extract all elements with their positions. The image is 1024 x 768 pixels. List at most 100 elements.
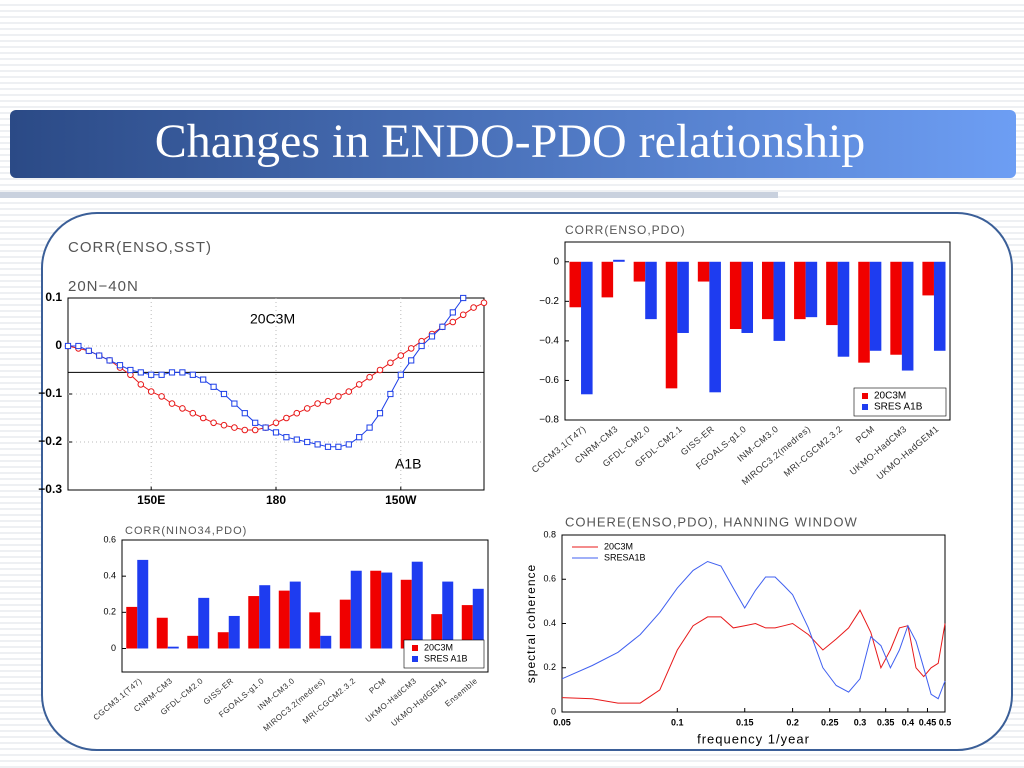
point	[148, 371, 155, 378]
x-tick-label: 150W	[385, 493, 417, 507]
bar	[400, 579, 412, 649]
y-tick-label: −0.1	[38, 386, 62, 400]
point	[366, 424, 373, 431]
point	[408, 357, 415, 364]
point	[241, 426, 249, 434]
bar	[228, 615, 240, 649]
bar	[411, 561, 423, 649]
point	[345, 388, 353, 395]
bar	[869, 261, 882, 351]
bar	[761, 261, 774, 320]
point	[272, 429, 280, 436]
title-bar	[10, 110, 1016, 178]
bar	[339, 599, 351, 649]
chart-title: CORR(ENSO,PDO)	[565, 223, 686, 237]
chart-title: CORR(NINO34,PDO)	[125, 525, 247, 537]
point	[158, 371, 165, 378]
bar	[933, 261, 946, 351]
point	[397, 352, 405, 359]
y-tick-label: −0.2	[38, 434, 62, 448]
legend-label: 20C3M	[874, 391, 906, 402]
slide-title: Changes in ENDO-PDO relationship	[155, 115, 866, 168]
bar	[858, 261, 870, 363]
point	[137, 381, 145, 388]
point	[428, 333, 436, 340]
bar	[370, 570, 382, 649]
point	[168, 369, 176, 376]
legend-label: 20C3M	[604, 541, 633, 551]
y-tick-label: −0.4	[539, 336, 559, 347]
point	[220, 390, 228, 398]
point	[397, 371, 404, 378]
point	[324, 443, 332, 450]
point	[158, 393, 165, 400]
bar	[320, 635, 332, 649]
point	[241, 410, 248, 417]
point	[387, 359, 394, 367]
bar	[901, 261, 914, 371]
point	[283, 434, 290, 441]
x-tick-label: 0.3	[854, 717, 867, 727]
y-axis-label: spectral coherence	[524, 564, 538, 683]
legend-swatch	[862, 404, 868, 410]
bar	[167, 646, 179, 649]
legend-box	[853, 387, 947, 417]
bar	[461, 605, 473, 649]
x-tick-label: 0.05	[553, 717, 571, 727]
point	[283, 414, 290, 422]
bar	[805, 261, 818, 318]
bar	[198, 597, 210, 649]
point	[210, 383, 217, 390]
bar	[217, 632, 229, 649]
x-tick-label: 0.2	[786, 717, 799, 727]
bar	[472, 588, 484, 649]
point	[449, 318, 457, 326]
bar	[442, 581, 454, 649]
x-tick-label: 0.15	[736, 717, 754, 727]
point	[147, 388, 155, 395]
point	[439, 323, 446, 330]
y-tick-label: 0	[55, 338, 62, 352]
y-tick-label: 0.8	[543, 529, 556, 539]
series-annotation: A1B	[395, 456, 421, 472]
point	[189, 371, 196, 378]
bar	[381, 572, 393, 649]
point	[335, 393, 342, 400]
bar	[187, 635, 199, 649]
point	[179, 369, 186, 376]
point	[210, 419, 217, 427]
point	[251, 426, 259, 434]
point	[127, 366, 134, 374]
point	[75, 342, 82, 350]
y-tick-label: −0.6	[539, 375, 559, 386]
bar	[581, 261, 593, 395]
point	[324, 397, 332, 405]
x-tick-label: 0.45	[919, 717, 937, 727]
point	[314, 400, 321, 407]
point	[262, 424, 269, 431]
point	[366, 373, 373, 381]
bar	[278, 590, 290, 649]
point	[460, 294, 467, 302]
y-tick-label: 0.4	[103, 571, 116, 581]
legend-label: SRES A1B	[424, 653, 468, 663]
bar	[773, 261, 786, 341]
bar	[665, 261, 678, 389]
point	[199, 414, 207, 422]
point	[376, 410, 384, 417]
point	[137, 369, 144, 376]
y-tick-label: −0.3	[38, 482, 62, 496]
y-tick-label: 0.4	[543, 618, 556, 628]
bar	[837, 261, 850, 357]
point	[355, 381, 363, 388]
point	[470, 304, 477, 311]
bar	[156, 617, 168, 649]
legend-box	[403, 639, 485, 669]
x-tick-label: 0.35	[877, 717, 895, 727]
bar	[741, 261, 754, 333]
legend-label: 20C3M	[424, 642, 453, 652]
point	[418, 342, 425, 350]
point	[314, 441, 321, 448]
point	[64, 342, 72, 350]
